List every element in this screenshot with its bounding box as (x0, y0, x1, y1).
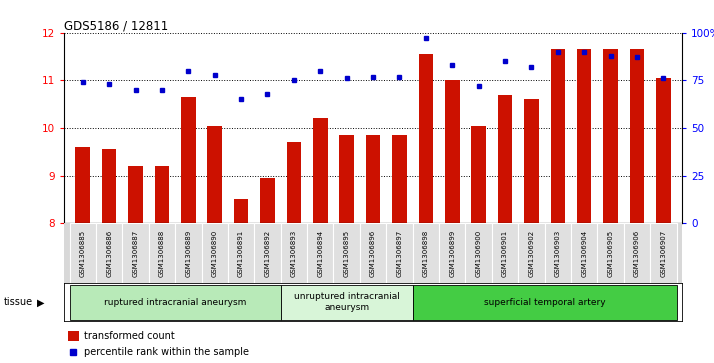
Text: ruptured intracranial aneurysm: ruptured intracranial aneurysm (104, 298, 246, 307)
FancyBboxPatch shape (624, 223, 650, 283)
Text: percentile rank within the sample: percentile rank within the sample (84, 347, 249, 357)
FancyBboxPatch shape (228, 223, 254, 283)
FancyBboxPatch shape (281, 223, 307, 283)
Bar (577, 49, 591, 223)
Text: GSM1306896: GSM1306896 (370, 229, 376, 277)
FancyBboxPatch shape (69, 223, 96, 283)
FancyBboxPatch shape (413, 285, 677, 320)
FancyBboxPatch shape (466, 223, 492, 283)
Bar (630, 49, 644, 223)
Bar (155, 166, 169, 223)
FancyBboxPatch shape (598, 223, 624, 283)
Text: GSM1306906: GSM1306906 (634, 229, 640, 277)
FancyBboxPatch shape (650, 223, 677, 283)
Text: GSM1306892: GSM1306892 (264, 230, 271, 277)
Bar (260, 178, 275, 223)
Text: ▶: ▶ (37, 297, 45, 307)
FancyBboxPatch shape (254, 223, 281, 283)
Text: GSM1306889: GSM1306889 (186, 229, 191, 277)
Text: tissue: tissue (4, 297, 33, 307)
Text: GSM1306902: GSM1306902 (528, 230, 534, 277)
Bar (76, 147, 90, 223)
Bar (102, 150, 116, 223)
Text: unruptured intracranial
aneurysm: unruptured intracranial aneurysm (293, 293, 400, 312)
Bar (129, 166, 143, 223)
Text: GSM1306887: GSM1306887 (133, 229, 139, 277)
Bar (181, 97, 196, 223)
Bar (339, 135, 354, 223)
Text: GSM1306901: GSM1306901 (502, 229, 508, 277)
Bar (313, 118, 328, 223)
Bar (286, 142, 301, 223)
Bar (445, 80, 460, 223)
FancyBboxPatch shape (571, 223, 598, 283)
FancyBboxPatch shape (149, 223, 175, 283)
FancyBboxPatch shape (122, 223, 149, 283)
Text: superficial temporal artery: superficial temporal artery (484, 298, 605, 307)
Text: GSM1306903: GSM1306903 (555, 229, 560, 277)
Bar (392, 135, 407, 223)
FancyBboxPatch shape (69, 285, 281, 320)
Text: GSM1306891: GSM1306891 (238, 229, 244, 277)
Text: GSM1306905: GSM1306905 (608, 230, 613, 277)
Bar (418, 54, 433, 223)
Text: transformed count: transformed count (84, 331, 175, 341)
Text: GSM1306907: GSM1306907 (660, 229, 666, 277)
Bar (498, 95, 512, 223)
Bar (366, 135, 381, 223)
FancyBboxPatch shape (96, 223, 122, 283)
FancyBboxPatch shape (545, 223, 571, 283)
Text: GSM1306894: GSM1306894 (317, 230, 323, 277)
Text: GSM1306893: GSM1306893 (291, 229, 297, 277)
Bar (550, 49, 565, 223)
Bar (208, 126, 222, 223)
Text: GSM1306898: GSM1306898 (423, 229, 429, 277)
Text: GSM1306890: GSM1306890 (212, 229, 218, 277)
Text: GSM1306886: GSM1306886 (106, 229, 112, 277)
Text: GSM1306885: GSM1306885 (80, 230, 86, 277)
FancyBboxPatch shape (518, 223, 545, 283)
Text: GSM1306897: GSM1306897 (396, 229, 403, 277)
FancyBboxPatch shape (360, 223, 386, 283)
Text: GSM1306895: GSM1306895 (343, 230, 350, 277)
FancyBboxPatch shape (281, 285, 413, 320)
Bar (524, 99, 538, 223)
Text: GSM1306900: GSM1306900 (476, 229, 482, 277)
Bar (234, 199, 248, 223)
FancyBboxPatch shape (175, 223, 201, 283)
Bar (603, 49, 618, 223)
Text: GSM1306899: GSM1306899 (449, 229, 456, 277)
FancyBboxPatch shape (492, 223, 518, 283)
Bar (656, 78, 670, 223)
Bar (68, 331, 79, 341)
FancyBboxPatch shape (439, 223, 466, 283)
FancyBboxPatch shape (333, 223, 360, 283)
Text: GSM1306888: GSM1306888 (159, 229, 165, 277)
Bar (471, 126, 486, 223)
FancyBboxPatch shape (201, 223, 228, 283)
FancyBboxPatch shape (307, 223, 333, 283)
Text: GDS5186 / 12811: GDS5186 / 12811 (64, 20, 169, 33)
Text: GSM1306904: GSM1306904 (581, 230, 587, 277)
FancyBboxPatch shape (413, 223, 439, 283)
FancyBboxPatch shape (386, 223, 413, 283)
